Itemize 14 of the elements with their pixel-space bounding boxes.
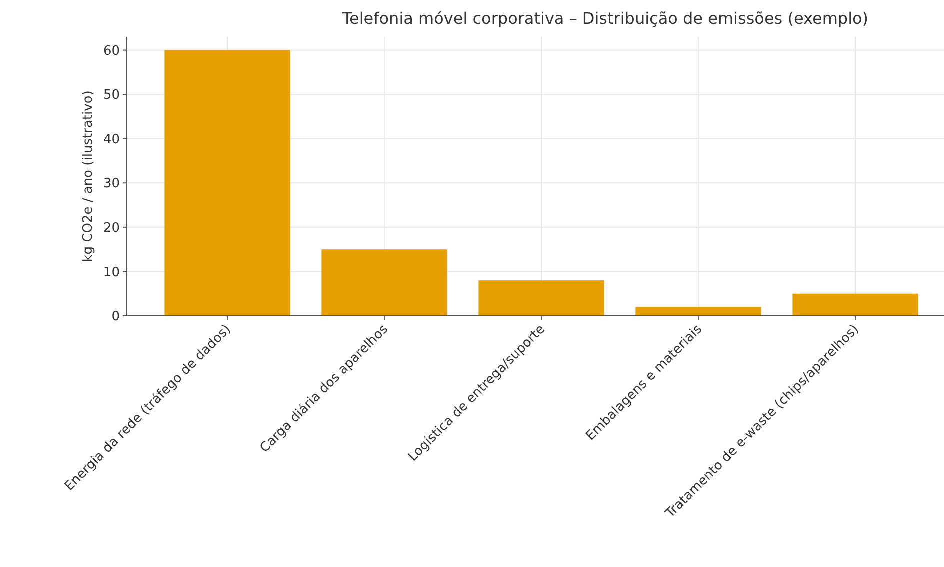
y-axis-title: kg CO2e / ano (ilustrativo) (81, 90, 96, 262)
y-tick-label: 20 (103, 220, 120, 236)
bar (322, 250, 448, 316)
y-tick-label: 40 (103, 132, 120, 148)
y-tick-label: 30 (103, 176, 120, 192)
bar (636, 307, 762, 316)
y-tick-label: 60 (103, 44, 120, 59)
bar (164, 50, 290, 316)
y-tick-label: 10 (103, 265, 120, 280)
chart-title: Telefonia móvel corporativa – Distribuição de emissões (exemplo) (341, 9, 869, 28)
bar (792, 294, 918, 316)
y-tick-label: 50 (103, 88, 120, 104)
y-tick-label: 0 (112, 310, 120, 325)
bar (478, 280, 604, 316)
